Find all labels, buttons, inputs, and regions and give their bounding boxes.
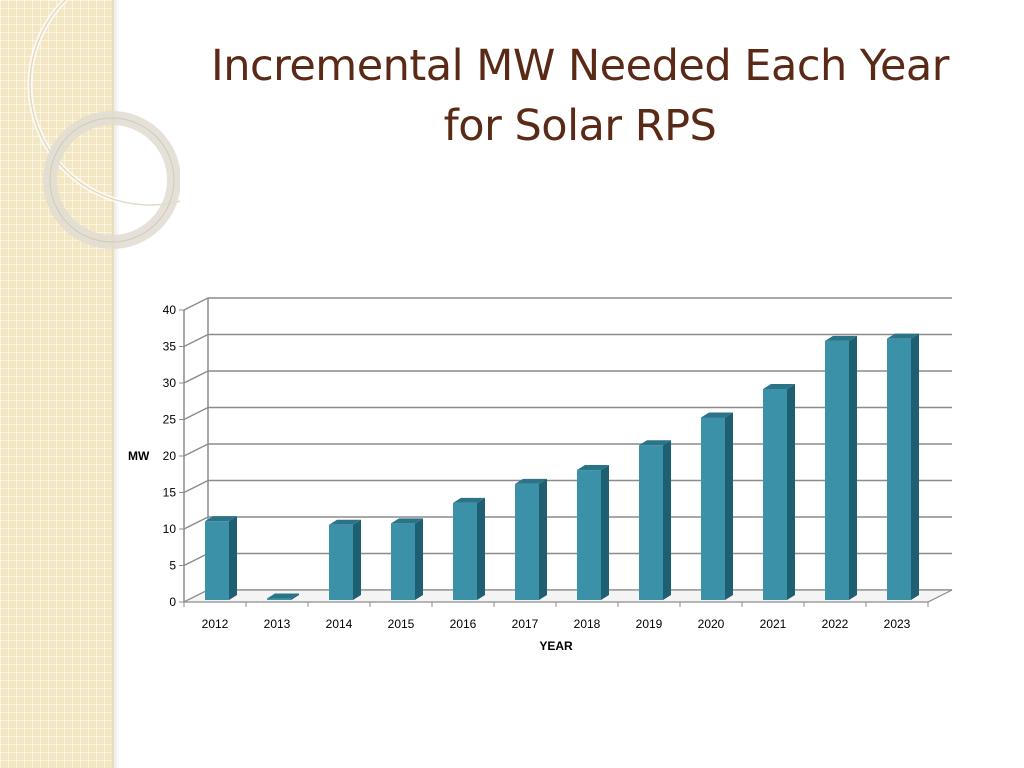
gridline-side xyxy=(183,516,209,530)
y-axis-label: MW xyxy=(128,449,150,463)
bar-front xyxy=(453,502,477,600)
x-tick-label: 2014 xyxy=(326,617,353,631)
title-line-1: Incremental MW Needed Each Year xyxy=(211,41,949,91)
y-tick-label: 20 xyxy=(163,449,177,463)
x-tick-label: 2022 xyxy=(822,617,849,631)
bar-2022 xyxy=(825,335,857,600)
bar-2020 xyxy=(701,412,733,600)
gridline-side xyxy=(183,443,209,457)
bar-2023 xyxy=(887,333,919,600)
bar-2013 xyxy=(267,593,299,600)
bar-top xyxy=(577,465,609,471)
bar-2012 xyxy=(205,516,237,600)
x-tick-label: 2019 xyxy=(636,617,663,631)
bar-front xyxy=(391,523,415,600)
bar-side xyxy=(291,593,299,600)
bar-front xyxy=(763,389,787,600)
bar-front xyxy=(887,338,911,600)
y-tick-label: 5 xyxy=(169,559,176,573)
x-axis-label: YEAR xyxy=(539,639,573,653)
gridline-side xyxy=(183,333,209,348)
x-tick-label: 2013 xyxy=(264,617,291,631)
bar-2021 xyxy=(763,384,795,600)
title-line-2: for Solar RPS xyxy=(443,101,717,151)
bar-side xyxy=(477,497,485,600)
bar-front xyxy=(329,524,353,600)
bar-top xyxy=(701,412,733,418)
gridline-side xyxy=(183,297,209,311)
bar-side xyxy=(415,518,423,600)
x-tick-label: 2012 xyxy=(202,617,229,631)
bar-side xyxy=(849,335,857,600)
bar-top xyxy=(515,478,547,484)
bar-top xyxy=(205,516,237,522)
y-tick-label: 35 xyxy=(163,340,177,354)
bar-side xyxy=(229,516,237,600)
bar-side xyxy=(911,333,919,600)
x-tick-label: 2017 xyxy=(512,617,539,631)
bar-side xyxy=(539,478,547,600)
x-tick-label: 2021 xyxy=(760,617,787,631)
y-tick-label: 25 xyxy=(163,413,177,427)
y-tick-label: 0 xyxy=(169,595,176,609)
gridline-side xyxy=(183,479,209,494)
gridline-side xyxy=(183,406,209,421)
side-panel-shadow xyxy=(114,0,120,768)
x-tick-label: 2016 xyxy=(450,617,477,631)
bar-2017 xyxy=(515,478,547,600)
y-tick-label: 15 xyxy=(163,486,177,500)
bar-top xyxy=(887,333,919,339)
y-tick-label: 40 xyxy=(163,303,177,317)
x-tick-label: 2018 xyxy=(574,617,601,631)
chart-bars xyxy=(205,333,919,600)
x-tick-label: 2023 xyxy=(884,617,911,631)
y-tick-label: 10 xyxy=(163,522,177,536)
bar-2016 xyxy=(453,497,485,600)
bar-top xyxy=(639,440,671,446)
bar-top xyxy=(329,519,361,525)
bar-top xyxy=(267,593,299,599)
bar-top xyxy=(391,518,423,524)
bar-front xyxy=(515,483,539,600)
bar-top xyxy=(825,335,857,341)
bar-2018 xyxy=(577,465,609,600)
bar-2014 xyxy=(329,519,361,600)
bar-side xyxy=(787,384,795,600)
gridline-side xyxy=(183,552,209,567)
bar-2015 xyxy=(391,518,423,600)
bar-2019 xyxy=(639,440,671,600)
bar-side xyxy=(725,412,733,600)
bar-front xyxy=(205,521,229,600)
bar-front xyxy=(639,445,663,600)
bar-side xyxy=(601,465,609,600)
bar-front xyxy=(701,417,725,600)
x-tick-label: 2015 xyxy=(388,617,415,631)
y-tick-label: 30 xyxy=(163,376,177,390)
bar-side xyxy=(663,440,671,600)
bar-top xyxy=(763,384,795,390)
x-tick-label: 2020 xyxy=(698,617,725,631)
bar-front xyxy=(267,598,291,600)
bar-top xyxy=(453,497,485,503)
gridline-side xyxy=(183,370,209,384)
bar-front xyxy=(577,470,601,600)
slide-title: Incremental MW Needed Each Year for Sola… xyxy=(160,36,1000,156)
bar-side xyxy=(353,519,361,600)
decorative-rings xyxy=(27,0,180,249)
chart-labels: 0 5 10 15 20 25 30 35 40 2012 2013 2014 2015 2016 2017… xyxy=(128,303,911,653)
bar-front xyxy=(825,340,849,600)
